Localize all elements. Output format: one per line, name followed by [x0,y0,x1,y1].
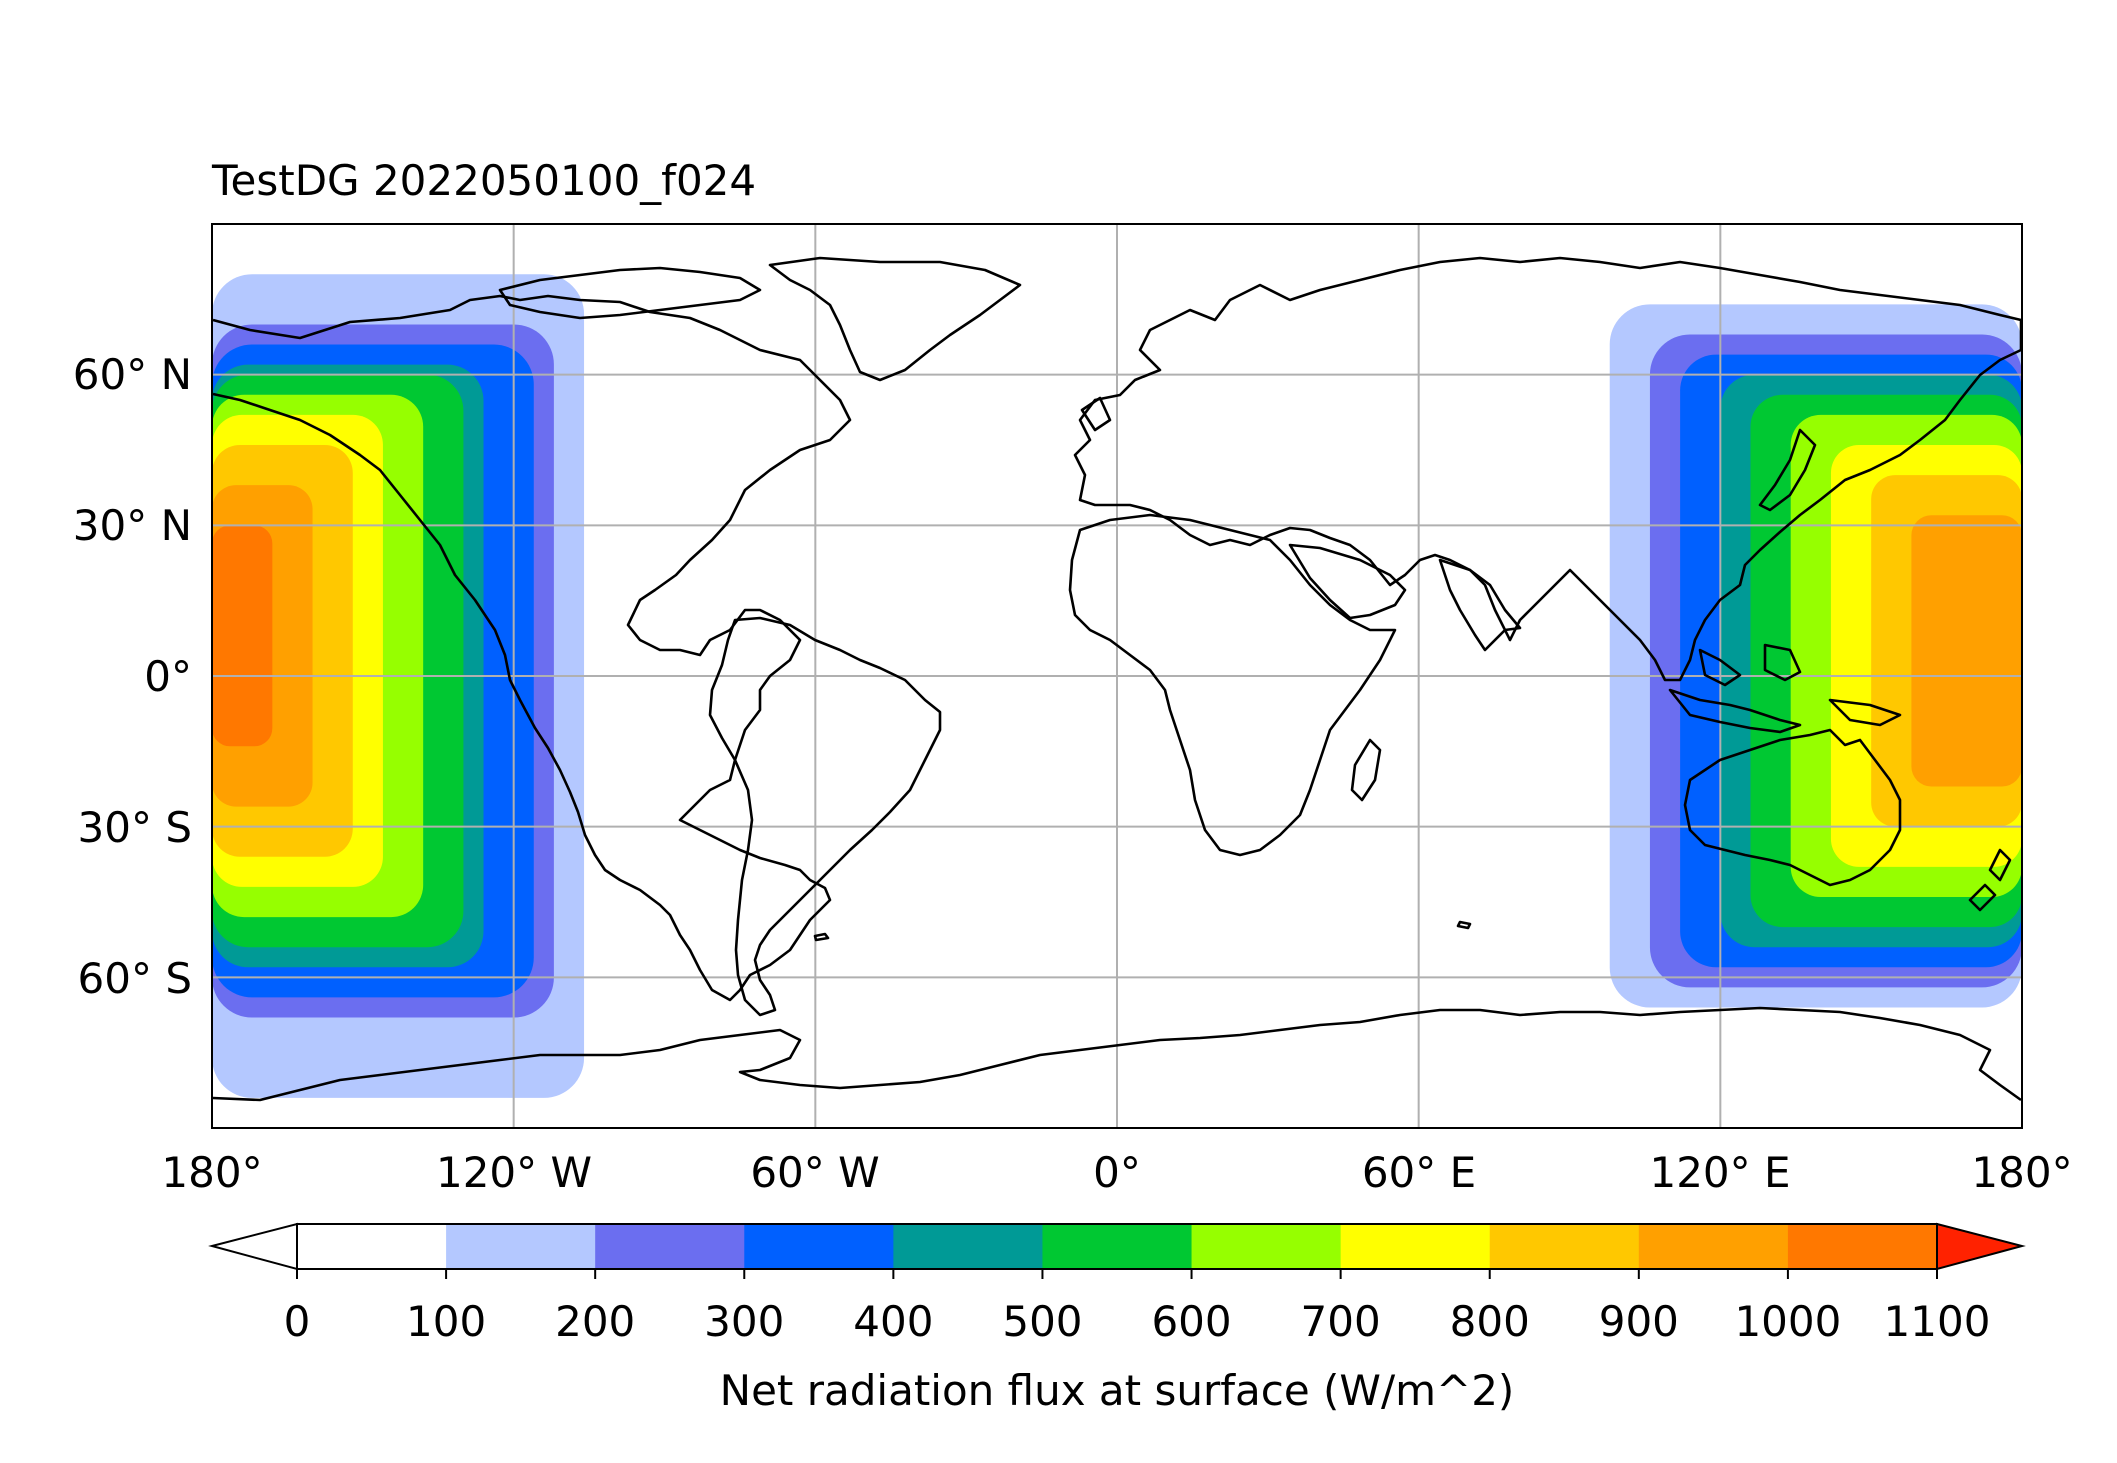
coastline-antarctica [212,1006,2022,1102]
colorbar-swatch [1638,1224,1789,1269]
colorbar-swatch [446,1224,596,1269]
coastline-australia [1683,728,1902,887]
colorbar-tick-label: 400 [853,1297,933,1346]
gridlines [212,224,2022,1128]
colorbar-frame [296,1223,1938,1270]
coastline-small-islands [813,396,1472,942]
coastline-eurasia [1073,256,2022,682]
colorbar-swatch [893,1224,1043,1269]
colorbar-swatch [297,1224,447,1269]
colorbar-swatch [1191,1224,1342,1269]
map-frame [211,223,2023,1129]
coastline-maritime-continent [1668,643,1902,734]
lon-label: 0° [1093,1148,1141,1197]
colorbar-swatches [297,1224,1938,1269]
lat-label: 0° [144,652,192,701]
colorbar-under-arrow [208,1222,298,1271]
colorbar-over-arrow [1936,1222,2026,1271]
colorbar-swatch [744,1224,894,1269]
colorbar-swatch [1042,1224,1193,1269]
colorbar-tick-label: 600 [1151,1297,1231,1346]
lon-label: 60° W [750,1148,879,1197]
map-area [211,223,2023,1129]
colorbar-swatch [595,1224,745,1269]
lon-label: 180° [161,1148,262,1197]
colorbar-tick-labels: 0 100 200 300 400 500 600 700 800 900 10… [284,1297,1991,1346]
field-band [1911,515,2022,787]
coastline-africa [1068,513,1397,857]
colorbar-ticks [296,1269,1938,1279]
colorbar-swatch [1787,1224,1938,1269]
colorbar-tick-label: 1100 [1884,1297,1991,1346]
latitude-labels: 60° N 30° N 0° 30° S 60° S [73,350,192,1003]
field-band [212,525,273,747]
coastline-arctic-islands [498,266,762,320]
colorbar-tick-label: 100 [406,1297,486,1346]
coastline-south-america [708,616,942,1017]
colorbar-label: Net radiation flux at surface (W/m^2) [720,1366,1515,1415]
colorbar-tick-label: 0 [284,1297,311,1346]
coastline-india [1438,558,1522,652]
lat-label: 60° N [73,350,192,399]
colorbar-tick-label: 900 [1599,1297,1679,1346]
colorbar-tick-label: 200 [555,1297,635,1346]
colorbar-tick-label: 1000 [1734,1297,1841,1346]
map-title: TestDG 2022050100_f024 [211,156,756,205]
coastline-greenland [768,256,1022,382]
lon-label: 120° W [436,1148,592,1197]
colorbar-tick-label: 800 [1450,1297,1530,1346]
lon-label: 180° [1971,1148,2072,1197]
colorbar-tick-label: 500 [1002,1297,1082,1346]
lon-label: 120° E [1649,1148,1790,1197]
longitude-labels: 180° 120° W 60° W 0° 60° E 120° E 180° [161,1148,2072,1197]
flux-field [212,274,2022,1098]
lat-label: 60° S [78,954,192,1003]
coastline-new-zealand [1968,848,2012,912]
coastlines [212,256,2022,1102]
coastline-north-america [212,294,852,1002]
lat-label: 30° N [73,501,192,550]
lat-label: 30° S [78,803,192,852]
coastline-arabia [1288,543,1407,620]
coastline-madagascar [1350,738,1382,802]
coastline-japan [1758,428,1817,512]
colorbar-tick-label: 700 [1301,1297,1381,1346]
lon-label: 60° E [1362,1148,1476,1197]
colorbar-tick-label: 300 [704,1297,784,1346]
colorbar: 0 100 200 300 400 500 600 700 800 900 10… [208,1222,2026,1415]
colorbar-swatch [1489,1224,1640,1269]
colorbar-swatch [1340,1224,1491,1269]
